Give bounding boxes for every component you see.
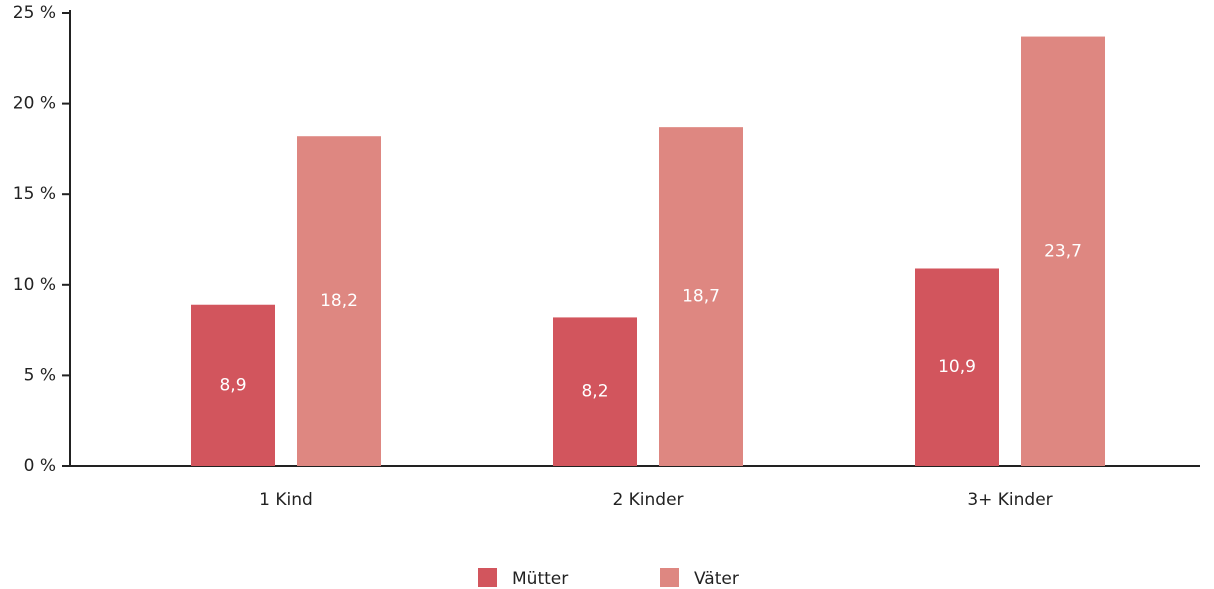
legend-swatch: [478, 568, 497, 587]
value-label: 23,7: [1044, 241, 1082, 261]
bar: [297, 136, 381, 466]
value-label: 8,9: [219, 375, 246, 395]
bar: [191, 304, 275, 466]
y-tick-label: 0 %: [24, 456, 56, 476]
bar: [1021, 36, 1105, 466]
y-tick-label: 15 %: [13, 184, 56, 204]
legend-label: Mütter: [512, 569, 568, 589]
bar: [553, 317, 637, 466]
value-label: 8,2: [581, 382, 608, 402]
value-label: 18,2: [320, 291, 358, 311]
value-label: 10,9: [938, 357, 976, 377]
value-label: 18,7: [682, 287, 720, 307]
x-tick-label: 1 Kind: [259, 490, 313, 510]
y-tick-label: 5 %: [24, 365, 56, 385]
y-tick-label: 10 %: [13, 275, 56, 295]
y-tick-label: 25 %: [13, 3, 56, 23]
y-tick-label: 20 %: [13, 94, 56, 114]
bar: [915, 268, 999, 466]
legend-label: Väter: [694, 569, 739, 589]
legend-swatch: [660, 568, 679, 587]
x-tick-label: 3+ Kinder: [967, 490, 1052, 510]
bar: [659, 127, 743, 466]
x-tick-label: 2 Kinder: [612, 490, 683, 510]
